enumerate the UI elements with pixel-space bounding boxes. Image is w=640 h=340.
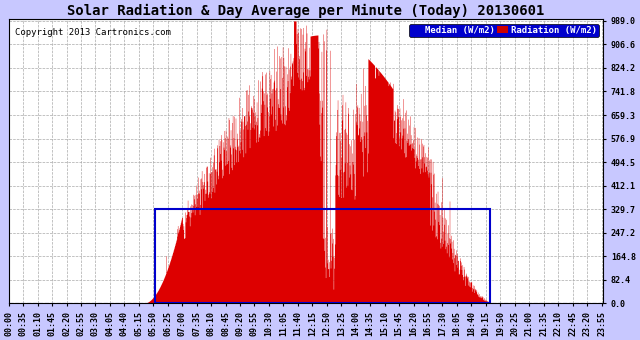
- Text: Copyright 2013 Cartronics.com: Copyright 2013 Cartronics.com: [15, 28, 170, 37]
- Title: Solar Radiation & Day Average per Minute (Today) 20130601: Solar Radiation & Day Average per Minute…: [67, 4, 545, 18]
- Legend: Median (W/m2), Radiation (W/m2): Median (W/m2), Radiation (W/m2): [410, 24, 598, 37]
- Bar: [156, 209, 490, 303]
